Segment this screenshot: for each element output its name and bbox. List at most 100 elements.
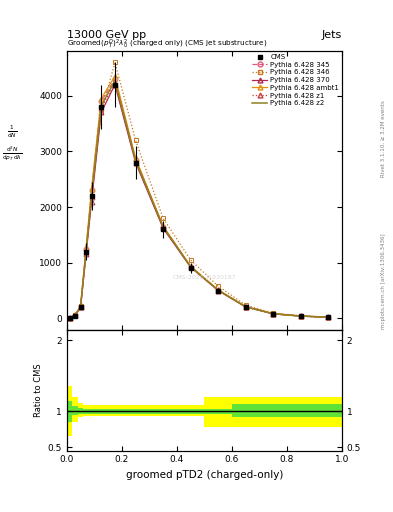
Text: Jets: Jets <box>321 30 342 40</box>
Pythia 6.428 ambt1 <box>133 155 138 161</box>
Pythia 6.428 345 <box>216 287 220 293</box>
Pythia 6.428 345 <box>89 187 94 194</box>
Pythia 6.428 345 <box>243 304 248 310</box>
Pythia 6.428 z1 <box>271 311 275 317</box>
Text: Rivet 3.1.10, ≥ 3.2M events: Rivet 3.1.10, ≥ 3.2M events <box>381 100 386 177</box>
Pythia 6.428 346 <box>133 137 138 143</box>
Pythia 6.428 346 <box>99 110 104 116</box>
Pythia 6.428 z1 <box>243 304 248 310</box>
Pythia 6.428 370 <box>216 288 220 294</box>
Line: Pythia 6.428 ambt1: Pythia 6.428 ambt1 <box>67 74 331 320</box>
Pythia 6.428 ambt1 <box>188 263 193 269</box>
Pythia 6.428 346 <box>188 257 193 263</box>
Pythia 6.428 z2 <box>216 287 220 293</box>
Text: $\frac{1}{\mathrm{d}N}$
$\frac{\mathrm{d}^2N}{\mathrm{d}p_T\,\mathrm{d}\lambda}$: $\frac{1}{\mathrm{d}N}$ $\frac{\mathrm{d… <box>2 123 22 163</box>
Text: 13000 GeV pp: 13000 GeV pp <box>67 30 146 40</box>
Pythia 6.428 345 <box>99 98 104 104</box>
Pythia 6.428 z2 <box>89 193 94 199</box>
Pythia 6.428 370 <box>113 81 118 88</box>
Pythia 6.428 z2 <box>99 103 104 109</box>
Pythia 6.428 z2 <box>161 224 165 230</box>
Pythia 6.428 345 <box>161 223 165 229</box>
Pythia 6.428 z1 <box>78 304 83 310</box>
X-axis label: groomed pTD2 (charged-only): groomed pTD2 (charged-only) <box>126 470 283 480</box>
Pythia 6.428 ambt1 <box>326 314 331 320</box>
Pythia 6.428 370 <box>326 314 331 321</box>
Pythia 6.428 ambt1 <box>89 186 94 193</box>
Pythia 6.428 z1 <box>133 158 138 164</box>
Pythia 6.428 z1 <box>326 314 331 321</box>
Pythia 6.428 ambt1 <box>84 245 88 251</box>
Pythia 6.428 346 <box>113 59 118 66</box>
Pythia 6.428 370 <box>89 199 94 205</box>
Line: Pythia 6.428 345: Pythia 6.428 345 <box>67 77 331 320</box>
Pythia 6.428 345 <box>298 313 303 319</box>
Pythia 6.428 ambt1 <box>243 304 248 310</box>
Pythia 6.428 z1 <box>113 80 118 86</box>
Pythia 6.428 346 <box>84 248 88 254</box>
Pythia 6.428 ambt1 <box>161 223 165 229</box>
Pythia 6.428 z1 <box>84 250 88 256</box>
Pythia 6.428 ambt1 <box>271 311 275 317</box>
Line: Pythia 6.428 370: Pythia 6.428 370 <box>67 82 331 321</box>
Pythia 6.428 346 <box>243 302 248 308</box>
Pythia 6.428 370 <box>133 159 138 165</box>
Pythia 6.428 z1 <box>161 224 165 230</box>
Pythia 6.428 z1 <box>216 287 220 293</box>
Pythia 6.428 z2 <box>271 311 275 317</box>
Y-axis label: Ratio to CMS: Ratio to CMS <box>35 363 43 417</box>
Pythia 6.428 345 <box>133 157 138 163</box>
Pythia 6.428 z2 <box>84 248 88 254</box>
Pythia 6.428 z2 <box>243 304 248 310</box>
Pythia 6.428 ambt1 <box>298 313 303 319</box>
Pythia 6.428 346 <box>73 312 77 318</box>
Pythia 6.428 346 <box>298 313 303 319</box>
Pythia 6.428 ambt1 <box>78 303 83 309</box>
Pythia 6.428 346 <box>78 303 83 309</box>
Pythia 6.428 370 <box>99 110 104 116</box>
Pythia 6.428 370 <box>78 304 83 310</box>
Pythia 6.428 z2 <box>113 78 118 84</box>
Pythia 6.428 370 <box>73 312 77 318</box>
Pythia 6.428 345 <box>271 311 275 317</box>
Pythia 6.428 ambt1 <box>99 95 104 101</box>
Pythia 6.428 z1 <box>67 315 72 321</box>
Text: Groomed$(p_T^D)^2\lambda_0^2$ (charged only) (CMS jet substructure): Groomed$(p_T^D)^2\lambda_0^2$ (charged o… <box>67 38 267 51</box>
Pythia 6.428 370 <box>243 304 248 310</box>
Pythia 6.428 346 <box>67 315 72 321</box>
Line: Pythia 6.428 z2: Pythia 6.428 z2 <box>70 81 328 318</box>
Pythia 6.428 370 <box>188 264 193 270</box>
Line: Pythia 6.428 z1: Pythia 6.428 z1 <box>67 80 331 321</box>
Text: mcplots.cern.ch [arXiv:1306.3436]: mcplots.cern.ch [arXiv:1306.3436] <box>381 234 386 329</box>
Pythia 6.428 z2 <box>78 304 83 310</box>
Pythia 6.428 370 <box>67 315 72 321</box>
Pythia 6.428 345 <box>84 246 88 252</box>
Pythia 6.428 370 <box>298 313 303 319</box>
Pythia 6.428 z2 <box>67 315 72 321</box>
Pythia 6.428 370 <box>271 311 275 317</box>
Line: Pythia 6.428 346: Pythia 6.428 346 <box>67 60 331 320</box>
Pythia 6.428 ambt1 <box>67 315 72 321</box>
Pythia 6.428 345 <box>188 264 193 270</box>
Pythia 6.428 345 <box>113 76 118 82</box>
Pythia 6.428 z1 <box>188 264 193 270</box>
Pythia 6.428 z2 <box>298 313 303 319</box>
Pythia 6.428 z1 <box>89 194 94 200</box>
Pythia 6.428 346 <box>89 193 94 199</box>
Pythia 6.428 345 <box>67 315 72 321</box>
Pythia 6.428 345 <box>73 312 77 318</box>
Pythia 6.428 346 <box>326 314 331 320</box>
Pythia 6.428 ambt1 <box>113 73 118 79</box>
Pythia 6.428 z2 <box>133 157 138 163</box>
Pythia 6.428 346 <box>271 310 275 316</box>
Pythia 6.428 370 <box>161 225 165 231</box>
Pythia 6.428 z2 <box>326 314 331 320</box>
Pythia 6.428 346 <box>161 215 165 221</box>
Pythia 6.428 ambt1 <box>73 312 77 318</box>
Pythia 6.428 370 <box>84 251 88 258</box>
Pythia 6.428 345 <box>326 314 331 320</box>
Pythia 6.428 346 <box>216 283 220 289</box>
Pythia 6.428 z1 <box>73 312 77 318</box>
Pythia 6.428 z1 <box>99 105 104 111</box>
Pythia 6.428 z1 <box>298 313 303 319</box>
